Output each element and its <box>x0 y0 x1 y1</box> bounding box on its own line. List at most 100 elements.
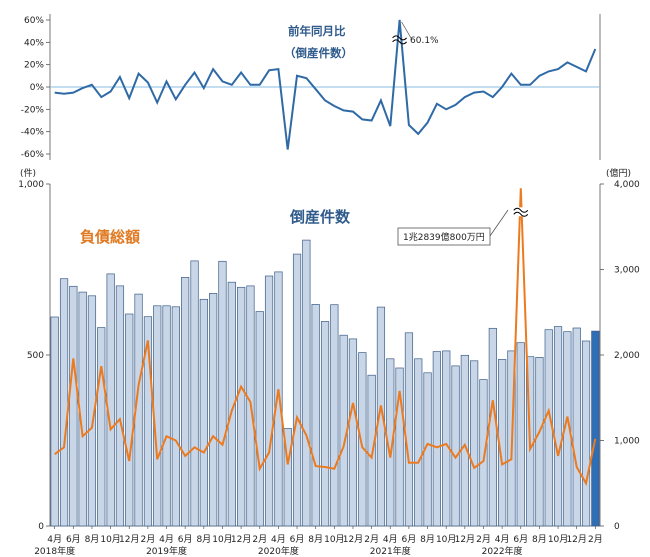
bar <box>171 306 180 527</box>
break-squiggle <box>392 35 407 41</box>
bar-series <box>50 239 600 527</box>
x-tick-label: 4月 <box>383 534 398 545</box>
x-tick-label: 10月 <box>100 534 120 545</box>
combo-panel: (件) (億円) 0 500 1,000 0 1,000 2,000 3,000 4,000… <box>18 167 640 557</box>
bar <box>404 332 414 527</box>
bar <box>292 253 302 527</box>
bar <box>414 358 423 527</box>
bar <box>97 327 106 527</box>
bar <box>395 367 404 527</box>
yoy-peak-break-mark <box>392 21 412 45</box>
bar <box>516 342 525 527</box>
x-tick-label: 12月 <box>231 534 251 545</box>
yoy-tick-label: -40% <box>21 128 45 138</box>
x-tick-label: 6月 <box>513 534 528 545</box>
bar <box>358 352 367 527</box>
bar <box>488 327 497 527</box>
fiscal-year-label: 2021年度 <box>370 545 411 557</box>
x-tick-label: 8月 <box>85 534 100 545</box>
yoy-tick-label: 40% <box>24 38 44 48</box>
bar <box>106 273 115 527</box>
debt-peak-break-mark <box>512 207 529 217</box>
bar <box>125 313 134 527</box>
bar <box>209 293 218 527</box>
debt-peak-callout: 1兆2839億800万円 <box>397 209 509 246</box>
x-tick-label: 10月 <box>324 534 344 545</box>
bar <box>367 374 376 527</box>
bar <box>302 239 311 527</box>
bar <box>115 285 125 527</box>
bar <box>330 304 339 527</box>
break-squiggle <box>513 211 529 217</box>
x-tick-label: 12月 <box>455 534 475 545</box>
fiscal-year-label: 2020年度 <box>258 545 299 557</box>
x-tick-label: 12月 <box>566 534 586 545</box>
right-tick-label: 0 <box>614 522 620 532</box>
yoy-tick-label: 60% <box>24 16 44 26</box>
fiscal-year-label: 2018年度 <box>34 545 75 557</box>
debt-line <box>54 188 597 487</box>
x-tick-label: 12月 <box>343 534 363 545</box>
bar <box>348 338 358 527</box>
fiscal-year-labels: 2018年度 2019年度 2020年度 2021年度 2022年度 <box>34 545 522 557</box>
x-tick-label: 2月 <box>476 534 491 545</box>
bar <box>553 326 563 527</box>
x-tick-label: 4月 <box>271 534 286 545</box>
left-tick-labels: 0 500 1,000 <box>18 180 50 532</box>
right-tick-label: 4,000 <box>614 180 640 190</box>
fiscal-year-label: 2022年度 <box>482 545 523 557</box>
bar <box>535 357 544 527</box>
bar <box>190 260 199 527</box>
break-squiggle <box>392 39 407 45</box>
x-tick-label: 10月 <box>212 534 232 545</box>
yoy-tick-label: -20% <box>21 105 45 115</box>
x-tick-label: 2月 <box>588 534 603 545</box>
debt-peak-annotation: 1兆2839億800万円 <box>403 231 485 243</box>
bar <box>283 428 292 527</box>
x-tick-label: 4月 <box>47 534 62 545</box>
right-axis-unit: (億円) <box>606 167 631 179</box>
x-tick-label: 8月 <box>308 534 323 545</box>
bar <box>442 350 451 527</box>
left-tick-label: 0 <box>38 522 44 532</box>
bar <box>376 306 386 527</box>
bar <box>69 285 78 527</box>
bar <box>451 365 460 527</box>
bar <box>432 351 441 527</box>
bar <box>264 275 274 527</box>
x-tick-label: 6月 <box>402 534 417 545</box>
right-tick-labels: 0 1,000 2,000 3,000 4,000 <box>600 180 640 532</box>
fiscal-year-label: 2019年度 <box>146 545 187 557</box>
left-tick-label: 1,000 <box>18 180 44 190</box>
x-tick-label: 8月 <box>196 534 211 545</box>
yoy-title-line1: 前年同月比 <box>288 24 346 38</box>
x-tick-label: 2月 <box>141 534 156 545</box>
bar <box>218 260 227 527</box>
x-tick-label: 10月 <box>436 534 456 545</box>
x-tick-label: 4月 <box>495 534 510 545</box>
bar <box>460 354 469 527</box>
x-tick-label: 4月 <box>159 534 174 545</box>
yoy-line <box>54 19 597 150</box>
bar <box>237 286 246 527</box>
bar <box>581 340 591 527</box>
yoy-peak-annotation: 60.1% <box>410 36 439 46</box>
bar <box>591 330 600 527</box>
right-tick-label: 3,000 <box>614 266 640 276</box>
bar <box>162 305 171 527</box>
bar <box>311 304 320 527</box>
bar <box>50 316 59 527</box>
yoy-tick-label: 0% <box>30 83 45 93</box>
bar-series-label: 倒産件数 <box>289 208 351 226</box>
left-tick-label: 500 <box>27 351 44 361</box>
yoy-title-line2: （倒産件数） <box>284 46 353 60</box>
bar <box>274 271 283 527</box>
right-tick-label: 2,000 <box>614 351 640 361</box>
yoy-tick-labels: 60% 40% 20% 0% -20% -40% -60% <box>21 16 50 160</box>
bar <box>479 379 488 527</box>
bar <box>255 311 264 527</box>
yoy-tick-label: -60% <box>21 150 45 160</box>
bar <box>199 298 208 527</box>
